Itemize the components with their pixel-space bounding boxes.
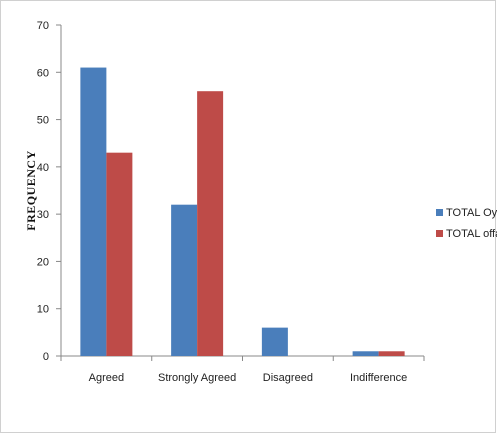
bar-offa-indifference (378, 351, 405, 356)
x-tick-label: Disagreed (263, 372, 313, 384)
x-axis: Agreed Strongly Agreed Disagreed Indifferen… (60, 355, 425, 384)
x-tick-label: Agreed (89, 372, 124, 384)
legend-swatch (436, 230, 443, 237)
y-tick-label: 30 (37, 209, 49, 221)
y-tick-label: 0 (43, 351, 49, 363)
legend-swatch (436, 209, 443, 216)
bar-oyo-strongly-agreed (171, 204, 198, 356)
bar-offa-agreed (106, 152, 133, 356)
legend-label: TOTAL offa (446, 228, 497, 240)
y-tick-label: 40 (37, 162, 49, 174)
legend-label: TOTAL Oyo (446, 207, 497, 219)
y-tick-label: 50 (37, 115, 49, 127)
y-axis-label: FREQUENCY (24, 150, 38, 231)
bar-offa-strongly-agreed (197, 91, 224, 356)
bar-oyo-agreed (80, 67, 107, 357)
bar-oyo-disagreed (261, 327, 288, 356)
y-tick-label: 20 (37, 256, 49, 268)
bar-oyo-indifference (352, 351, 379, 356)
y-tick-label: 70 (37, 20, 49, 32)
x-tick-label: Indifference (350, 372, 407, 384)
y-tick-label: 10 (37, 304, 49, 316)
bar-series-group (80, 67, 405, 357)
legend: TOTAL Oyo TOTAL offa (436, 207, 497, 240)
y-tick-label: 60 (37, 67, 49, 79)
x-tick-label: Strongly Agreed (158, 372, 236, 384)
y-axis: 0 10 20 30 40 50 60 70 (37, 20, 62, 363)
